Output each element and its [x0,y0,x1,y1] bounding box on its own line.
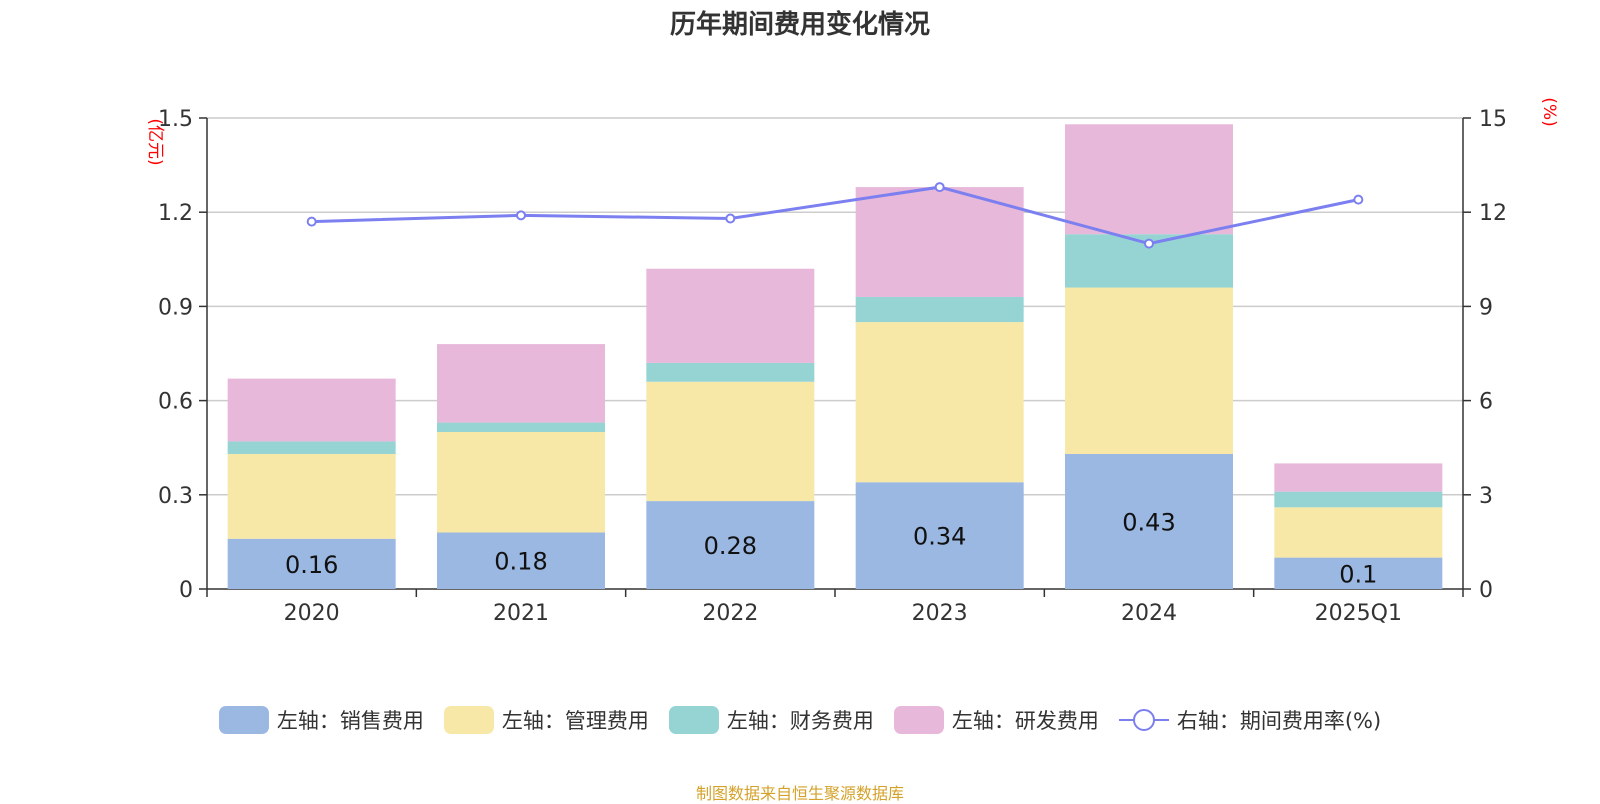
legend-item-rnd[interactable]: 左轴：研发费用 [893,705,1099,735]
bar-segment-2 [855,296,1024,323]
x-tick-label: 2020 [284,601,340,626]
left-tick-label: 1.2 [158,201,193,226]
legend-item-sales[interactable]: 左轴：销售费用 [218,705,424,735]
bar-segment-3 [855,187,1024,297]
legend-item-admin[interactable]: 左轴：管理费用 [443,705,649,735]
x-tick-label: 2021 [493,601,549,626]
bar-segment-1 [1274,507,1443,558]
bar-data-label: 0.18 [494,548,547,576]
bar-segment-1 [855,322,1024,483]
source-note: 制图数据来自恒生聚源数据库 [695,784,904,803]
bar-segment-1 [1065,287,1233,454]
bar-segment-3 [437,344,605,423]
left-tick-label: 0.9 [158,295,193,320]
bar-data-label: 0.34 [913,523,966,551]
x-tick-label: 2024 [1121,601,1177,626]
legend-swatch-rnd [893,706,944,734]
x-tick-label: 2025Q1 [1315,601,1402,626]
bar-segment-2 [1274,491,1443,508]
legend-item-finance[interactable]: 左轴：财务费用 [668,705,874,735]
bar-segment-0 [855,482,1024,589]
bar-segment-3 [1065,124,1233,235]
right-tick-label: 9 [1479,295,1493,320]
bar-segment-1 [227,453,396,539]
bar-segment-2 [437,422,605,432]
rate-point [1353,194,1364,205]
bar-segment-0 [1065,453,1233,589]
left-tick-label: 0.6 [158,390,193,415]
left-axis-unit-label: (亿元) [145,118,165,165]
x-tick-label: 2023 [912,601,968,626]
left-tick-label: 0 [179,578,193,603]
legend-label-finance: 左轴：财务费用 [726,709,874,733]
legend: 左轴：销售费用 左轴：管理费用 左轴：财务费用 左轴：研发费用 右轴：期间费用率… [0,705,1600,735]
legend-label-sales: 左轴：销售费用 [276,709,424,733]
right-tick-label: 0 [1479,578,1493,603]
legend-swatch-admin [443,706,494,734]
chart-canvas: 0 0.3 0.6 0.9 1.2 1.5 0 3 6 9 12 15 (亿元) (%) 2020 2021 2… [145,97,1559,626]
right-tick-label: 6 [1479,390,1493,415]
bar-data-label: 0.43 [1122,508,1175,536]
legend-label-rate: 右轴：期间费用率(%) [1176,709,1382,733]
legend-label-admin: 左轴：管理费用 [501,709,649,733]
rate-point [306,216,317,227]
bar-segment-2 [646,362,815,382]
legend-item-rate[interactable]: 右轴：期间费用率(%) [1118,705,1382,735]
bar-segment-2 [227,441,396,454]
rate-point [1144,238,1154,249]
right-tick-label: 12 [1479,201,1507,226]
bar-segment-0 [437,532,605,589]
rate-point [725,213,736,224]
bar-data-label: 0.16 [285,551,338,579]
legend-swatch-sales [218,706,269,734]
chart-title: 历年期间费用变化情况 [669,10,930,40]
left-tick-label: 0.3 [158,484,193,509]
bar-data-label: 0.28 [704,532,757,560]
x-tick-label: 2022 [702,601,758,626]
right-tick-label: 15 [1479,107,1507,132]
left-tick-label: 1.5 [158,107,193,132]
rate-point [934,182,945,193]
rate-point [516,210,526,221]
legend-swatch-finance [668,706,719,734]
bar-segment-3 [646,268,815,363]
right-axis-unit-label: (%) [1539,97,1559,126]
right-tick-label: 3 [1479,484,1493,509]
legend-line-icon [1118,709,1169,731]
bar-segment-1 [437,432,605,533]
rate-line [311,185,1359,246]
bar-segment-0 [227,538,396,589]
legend-label-rnd: 左轴：研发费用 [951,709,1099,733]
bar-segment-0 [646,501,815,589]
bar-segment-3 [227,378,396,442]
bar-data-label: 0.1 [1339,560,1377,588]
bar-segment-0 [1274,557,1443,589]
bar-segment-3 [1274,463,1443,492]
bar-segment-1 [646,381,815,502]
